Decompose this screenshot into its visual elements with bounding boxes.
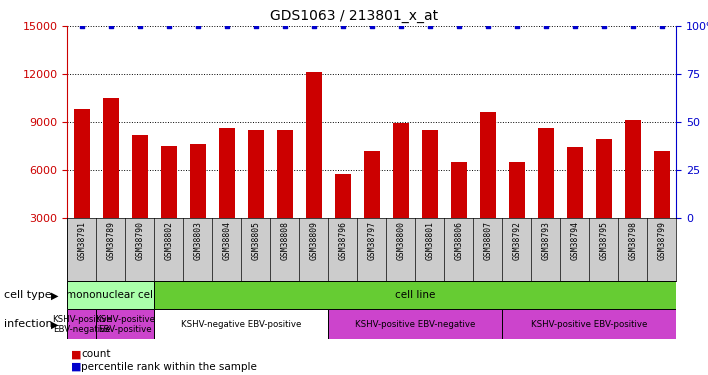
- Text: GSM38792: GSM38792: [512, 220, 521, 260]
- Bar: [306, 72, 321, 217]
- Text: count: count: [81, 350, 111, 359]
- Text: GSM38803: GSM38803: [193, 220, 202, 260]
- Text: GSM38807: GSM38807: [483, 220, 492, 260]
- Point: [221, 23, 232, 29]
- Text: GSM38806: GSM38806: [455, 220, 463, 260]
- Text: cell line: cell line: [395, 290, 435, 300]
- Text: infection: infection: [4, 320, 52, 329]
- Point: [279, 23, 290, 29]
- Bar: [566, 147, 583, 218]
- Bar: [154, 281, 676, 309]
- Point: [134, 23, 145, 29]
- Point: [656, 23, 668, 29]
- Bar: [103, 98, 119, 218]
- Text: GSM38800: GSM38800: [396, 220, 405, 260]
- Bar: [502, 309, 676, 339]
- Text: ■: ■: [71, 362, 81, 372]
- Bar: [154, 309, 329, 339]
- Point: [192, 23, 203, 29]
- Bar: [190, 144, 206, 218]
- Bar: [161, 146, 177, 218]
- Bar: [67, 281, 154, 309]
- Bar: [422, 130, 438, 218]
- Point: [250, 23, 261, 29]
- Text: GSM38808: GSM38808: [280, 220, 289, 260]
- Point: [395, 23, 406, 29]
- Point: [540, 23, 552, 29]
- Bar: [451, 162, 467, 218]
- Text: ▶: ▶: [51, 320, 59, 329]
- Bar: [329, 309, 502, 339]
- Text: GSM38804: GSM38804: [222, 220, 232, 260]
- Point: [627, 23, 639, 29]
- Bar: [653, 150, 670, 217]
- Bar: [132, 135, 148, 218]
- Text: GDS1063 / 213801_x_at: GDS1063 / 213801_x_at: [270, 9, 438, 23]
- Bar: [96, 309, 154, 339]
- Bar: [219, 128, 235, 217]
- Bar: [335, 174, 350, 217]
- Text: GSM38790: GSM38790: [135, 220, 144, 260]
- Point: [105, 23, 116, 29]
- Text: percentile rank within the sample: percentile rank within the sample: [81, 362, 257, 372]
- Point: [308, 23, 319, 29]
- Text: GSM38796: GSM38796: [338, 220, 347, 260]
- Text: ▶: ▶: [51, 290, 59, 300]
- Text: GSM38794: GSM38794: [570, 220, 579, 260]
- Text: GSM38793: GSM38793: [541, 220, 550, 260]
- Point: [424, 23, 435, 29]
- Point: [76, 23, 87, 29]
- Bar: [624, 120, 641, 218]
- Point: [163, 23, 174, 29]
- Text: KSHV-positive EBV-positive: KSHV-positive EBV-positive: [531, 320, 647, 329]
- Bar: [74, 109, 90, 217]
- Bar: [248, 130, 263, 218]
- Text: GSM38799: GSM38799: [657, 220, 666, 260]
- Text: KSHV-negative EBV-positive: KSHV-negative EBV-positive: [181, 320, 302, 329]
- Bar: [537, 128, 554, 217]
- Text: GSM38797: GSM38797: [367, 220, 376, 260]
- Text: ■: ■: [71, 350, 81, 359]
- Text: GSM38802: GSM38802: [164, 220, 173, 260]
- Bar: [277, 130, 292, 218]
- Point: [511, 23, 523, 29]
- Text: KSHV-positive EBV-negative: KSHV-positive EBV-negative: [355, 320, 475, 329]
- Point: [482, 23, 493, 29]
- Point: [598, 23, 610, 29]
- Text: KSHV-positive
EBV-positive: KSHV-positive EBV-positive: [96, 315, 155, 334]
- Text: GSM38795: GSM38795: [599, 220, 608, 260]
- Bar: [480, 112, 496, 218]
- Bar: [364, 150, 379, 217]
- Text: GSM38798: GSM38798: [628, 220, 637, 260]
- Bar: [508, 162, 525, 218]
- Text: KSHV-positive
EBV-negative: KSHV-positive EBV-negative: [52, 315, 112, 334]
- Point: [366, 23, 377, 29]
- Text: GSM38791: GSM38791: [77, 220, 86, 260]
- Text: mononuclear cell: mononuclear cell: [66, 290, 156, 300]
- Bar: [393, 123, 409, 218]
- Text: cell type: cell type: [4, 290, 51, 300]
- Text: GSM38805: GSM38805: [251, 220, 261, 260]
- Text: GSM38789: GSM38789: [106, 220, 115, 260]
- Bar: [595, 140, 612, 218]
- Point: [337, 23, 348, 29]
- Point: [569, 23, 581, 29]
- Text: GSM38801: GSM38801: [426, 220, 434, 260]
- Text: GSM38809: GSM38809: [309, 220, 318, 260]
- Point: [453, 23, 464, 29]
- Bar: [67, 309, 96, 339]
